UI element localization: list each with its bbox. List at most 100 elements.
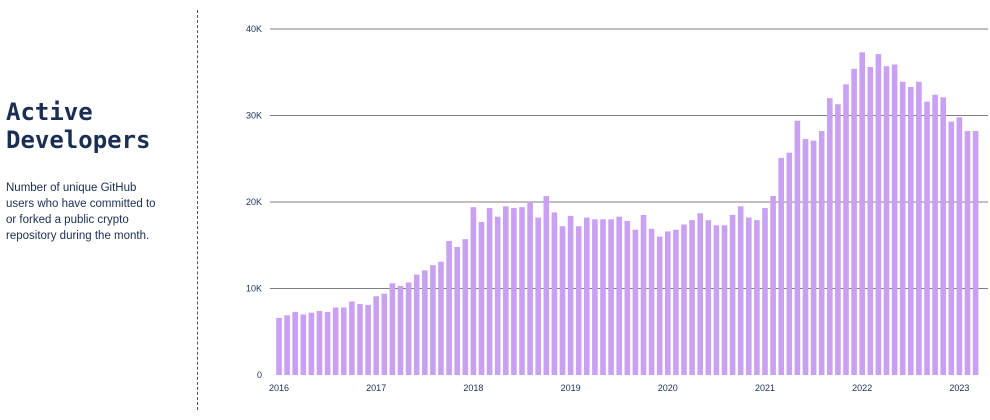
- bar: [503, 206, 509, 375]
- bar: [438, 261, 444, 375]
- x-tick-label: 2018: [463, 383, 483, 393]
- bar: [413, 274, 420, 375]
- bar: [891, 64, 898, 375]
- bar: [292, 311, 298, 375]
- y-tick-label: 40K: [246, 24, 262, 34]
- bar: [381, 293, 388, 375]
- bar: [924, 101, 930, 375]
- bar: [559, 226, 566, 375]
- bar: [899, 81, 906, 375]
- bar: [365, 304, 371, 375]
- bar: [470, 207, 477, 375]
- bar: [697, 213, 703, 375]
- x-tick-label: 2021: [755, 383, 775, 393]
- bar: [835, 104, 841, 375]
- bar: [640, 214, 647, 375]
- bar: [349, 301, 355, 375]
- bar: [535, 217, 541, 375]
- bar: [332, 307, 339, 375]
- bar: [754, 220, 760, 375]
- bar: [632, 229, 639, 375]
- bar: [681, 224, 687, 375]
- bar: [746, 217, 752, 375]
- bar: [519, 207, 525, 375]
- bar: [656, 236, 663, 375]
- bar: [430, 265, 436, 375]
- bar: [972, 131, 979, 375]
- bar: [843, 84, 849, 376]
- bar: [689, 220, 695, 375]
- bar: [794, 120, 801, 375]
- bar: [446, 240, 452, 375]
- bars: [276, 52, 979, 376]
- bar: [584, 217, 590, 375]
- bar: [462, 239, 469, 375]
- x-tick-label: 2017: [366, 383, 386, 393]
- bar: [551, 212, 558, 375]
- bar: [770, 195, 776, 375]
- bar: [316, 310, 323, 375]
- bar: [511, 208, 517, 375]
- bar: [713, 225, 720, 375]
- bar: [397, 285, 404, 375]
- bar: [300, 314, 307, 375]
- bar: [608, 219, 614, 375]
- bar: [373, 296, 379, 375]
- bar: [705, 220, 712, 375]
- bar: [964, 131, 971, 375]
- bar: [624, 221, 631, 375]
- bar: [867, 67, 874, 375]
- bar: [940, 97, 946, 375]
- bar: [389, 283, 396, 375]
- x-tick-label: 2022: [852, 383, 872, 393]
- bar: [665, 231, 671, 375]
- y-axis-labels: 0 10K 20K 30K 40K: [246, 24, 262, 380]
- bar: [786, 152, 793, 375]
- bar: [478, 221, 485, 375]
- bar: [810, 140, 817, 375]
- bar: [422, 270, 428, 375]
- bar: [405, 282, 412, 375]
- y-tick-label: 0: [257, 370, 262, 380]
- x-tick-label: 2020: [658, 383, 678, 393]
- y-tick-label: 30K: [246, 111, 262, 121]
- bar: [575, 226, 582, 375]
- bar: [762, 208, 768, 375]
- bar: [527, 202, 533, 375]
- bar: [592, 219, 598, 375]
- bar: [818, 131, 825, 375]
- bar: [851, 68, 857, 375]
- bar: [948, 121, 955, 375]
- bar: [284, 315, 290, 375]
- bar: [729, 214, 736, 375]
- bar: [567, 215, 574, 375]
- y-tick-label: 20K: [246, 197, 262, 207]
- bar: [616, 216, 622, 375]
- bar: [357, 304, 363, 375]
- bar: [956, 117, 963, 375]
- x-tick-label: 2019: [561, 383, 581, 393]
- bar: [875, 54, 882, 375]
- bar: [827, 98, 833, 375]
- bar: [673, 229, 679, 375]
- bar: [737, 206, 744, 375]
- bar: [778, 157, 784, 375]
- bar: [486, 208, 493, 375]
- bar: [543, 195, 550, 375]
- bar: [308, 312, 315, 375]
- bar: [721, 225, 728, 375]
- dashed-divider: [197, 10, 198, 410]
- x-tick-label: 2016: [269, 383, 289, 393]
- bar: [883, 66, 890, 375]
- x-tick-label: 2023: [949, 383, 969, 393]
- bar: [341, 307, 347, 375]
- bar: [454, 246, 460, 375]
- bar: [859, 52, 865, 376]
- bar: [494, 216, 501, 375]
- bar: [276, 317, 282, 375]
- chart-title: Active Developers: [6, 98, 151, 154]
- chart-description: Number of unique GitHub users who have c…: [6, 182, 156, 242]
- bar: [802, 138, 809, 375]
- bar: [908, 86, 914, 375]
